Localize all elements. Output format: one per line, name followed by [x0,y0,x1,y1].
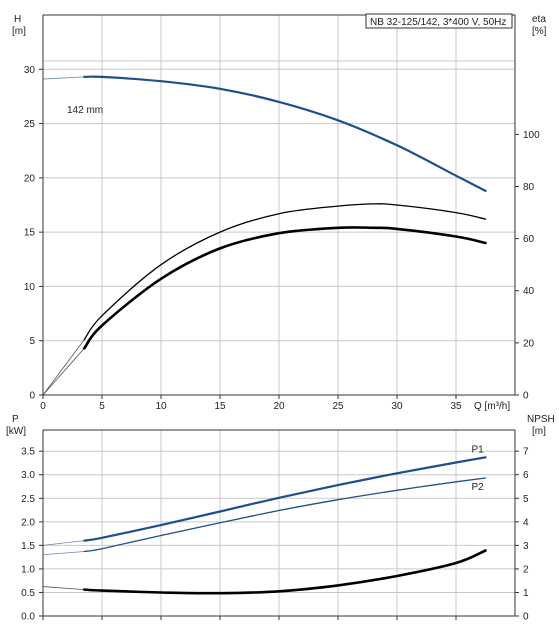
plot-frames [39,14,519,620]
x-tick-label: 0 [40,401,46,412]
y-tick-label: 15 [24,228,36,239]
npsh-curve-extension [42,586,85,591]
y2-tick-label: 7 [523,447,529,458]
y2-tick-label: 1 [523,588,529,599]
y2-tick-label: 6 [523,470,529,481]
head-curve-extension [42,76,85,80]
efficiency-curve-thick-extension [42,348,85,396]
y2-axis-unit: [%] [532,26,547,37]
y2-tick-label: 20 [523,338,535,349]
power-p2-curve-extension [42,551,85,556]
x-tick-label: 15 [214,401,226,412]
y2-tick-label: 60 [523,234,535,245]
npsh-curve [83,549,487,595]
x-tick-label: 10 [155,401,167,412]
power-p2-curve [83,477,487,553]
y-tick-label: 1.0 [21,564,35,575]
y2-tick-label: 0 [523,612,529,623]
y-axis-unit: [m] [12,26,26,37]
y2-axis-label: eta [532,14,546,25]
x-tick-label: 5 [99,401,105,412]
y-tick-label: 20 [24,173,36,184]
y-tick-label: 0.5 [21,588,35,599]
y2-tick-label: 5 [523,494,529,505]
x-axis-label: Q [m³/h] [474,401,510,412]
power-p1-curve-extension [42,540,85,546]
title-box [365,13,513,29]
plot-frame [42,14,516,396]
y-tick-label: 5 [29,336,35,347]
x-tick-label: 20 [273,401,285,412]
y-axis-label: P [12,414,19,425]
y2-tick-label: 2 [523,564,529,575]
y2-axis-label: NPSH [527,414,555,425]
efficiency-curve-thick [83,226,487,350]
head-curve [83,75,487,192]
plot-frame [42,429,516,617]
y-axis-unit: [kW] [6,426,26,437]
y-tick-label: 2.0 [21,517,35,528]
series-label-p2: P2 [472,482,485,493]
y-tick-label: 3.0 [21,470,35,481]
x-tick-label: 25 [332,401,344,412]
y2-tick-label: 40 [523,286,535,297]
y-tick-label: 3.5 [21,447,35,458]
y2-tick-label: 80 [523,182,535,193]
y-tick-label: 1.5 [21,541,35,552]
y-tick-label: 0.0 [21,612,35,623]
curves [42,75,487,595]
efficiency-curve-thin [83,203,487,341]
efficiency-curve-thin-extension [42,339,85,396]
y2-tick-label: 0 [523,391,529,402]
y-tick-label: 30 [24,65,36,76]
y-tick-label: 25 [24,119,36,130]
y2-axis-unit: [m] [532,426,546,437]
y2-tick-label: 4 [523,517,529,528]
y2-tick-label: 100 [523,130,540,141]
x-tick-label: 30 [391,401,403,412]
x-tick-label: 35 [450,401,462,412]
y-tick-label: 2.5 [21,494,35,505]
series-label-p1: P1 [472,444,485,455]
y-tick-label: 0 [29,391,35,402]
chart-title: NB 32-125/142, 3*400 V, 50Hz [370,17,506,28]
impeller-diameter-annotation: 142 mm [67,105,103,116]
y-axis-label: H [14,14,21,25]
y2-tick-label: 3 [523,541,529,552]
y-tick-label: 10 [24,282,36,293]
power-p1-curve [83,456,487,542]
